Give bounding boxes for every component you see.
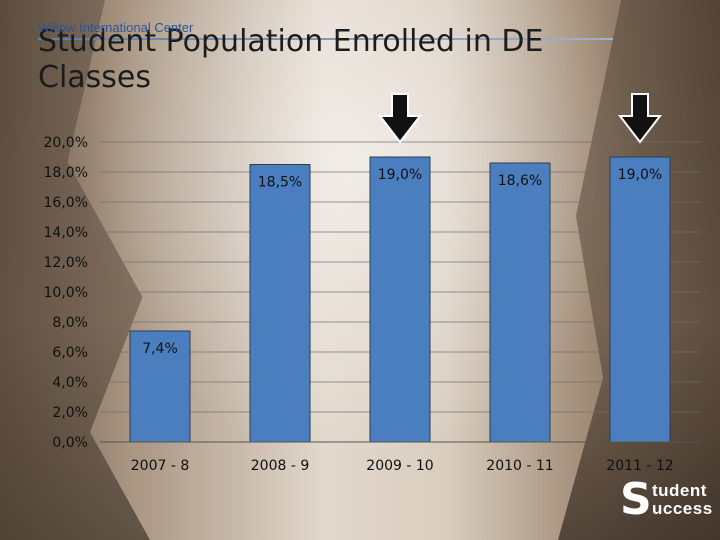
y-tick-label: 4,0% bbox=[52, 375, 88, 391]
x-tick-label: 2011 - 12 bbox=[606, 458, 673, 474]
data-label: 19,0% bbox=[378, 167, 422, 183]
y-tick-label: 6,0% bbox=[52, 345, 88, 361]
title-underline bbox=[38, 38, 613, 40]
x-tick-label: 2009 - 10 bbox=[366, 458, 433, 474]
logo-word-2: uccess bbox=[652, 499, 713, 518]
slide-title: Student Population Enrolled in DE Classe… bbox=[38, 24, 544, 95]
highlight-arrow-icon bbox=[617, 93, 663, 144]
bar bbox=[609, 156, 671, 443]
data-label: 18,5% bbox=[258, 175, 302, 191]
bar bbox=[129, 330, 191, 443]
organization-name: Willow International Center bbox=[38, 20, 194, 35]
x-tick-label: 2010 - 11 bbox=[486, 458, 553, 474]
student-success-logo: S tudent uccess bbox=[620, 474, 713, 525]
data-label: 18,6% bbox=[498, 173, 542, 189]
y-tick-label: 2,0% bbox=[52, 405, 88, 421]
y-tick-label: 10,0% bbox=[44, 285, 88, 301]
x-tick-label: 2007 - 8 bbox=[131, 458, 190, 474]
y-tick-label: 16,0% bbox=[44, 195, 88, 211]
logo-word-1: tudent bbox=[652, 481, 707, 500]
highlight-arrow-icon bbox=[377, 93, 423, 144]
logo-letter: S bbox=[620, 474, 652, 525]
bar bbox=[249, 164, 311, 443]
y-tick-label: 0,0% bbox=[52, 435, 88, 451]
data-label: 19,0% bbox=[618, 167, 662, 183]
x-tick-label: 2008 - 9 bbox=[251, 458, 310, 474]
y-tick-label: 8,0% bbox=[52, 315, 88, 331]
bar bbox=[369, 156, 431, 443]
y-tick-label: 18,0% bbox=[44, 165, 88, 181]
data-label: 7,4% bbox=[142, 341, 178, 357]
bar bbox=[489, 162, 551, 443]
y-tick-label: 12,0% bbox=[44, 255, 88, 271]
y-tick-label: 14,0% bbox=[44, 225, 88, 241]
y-tick-label: 20,0% bbox=[44, 135, 88, 151]
